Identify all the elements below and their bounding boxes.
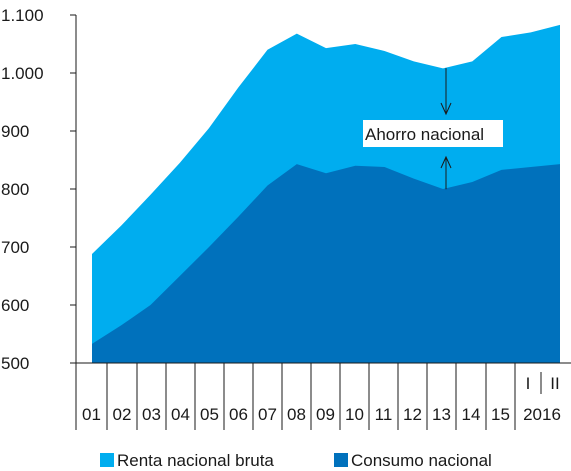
legend-swatch (100, 453, 114, 467)
x-tick-label: 12 (403, 405, 422, 424)
y-tick-label: 600 (1, 296, 29, 315)
annotation-arrowhead-down (440, 102, 452, 116)
x-tick-label: 11 (375, 405, 393, 424)
y-tick-label: 1.000 (1, 64, 44, 83)
y-tick-label: 900 (1, 122, 29, 141)
annotation-label: Ahorro nacional (365, 125, 484, 144)
x-tick-label: 03 (142, 405, 161, 424)
y-tick-label: 700 (1, 238, 29, 257)
legend: Renta nacional bruta Consumo nacional (100, 451, 492, 470)
legend-label: Renta nacional bruta (117, 451, 274, 470)
x-tick-label: 01 (82, 405, 101, 424)
x-tick-label-quarter: II (550, 374, 559, 393)
x-tick-label: 07 (258, 405, 277, 424)
area-series-2 (92, 164, 560, 363)
annotation-ahorro: Ahorro nacional (363, 68, 503, 190)
x-tick-label-year: 2016 (523, 405, 561, 424)
x-tick-label: 02 (113, 405, 132, 424)
x-tick-label: 10 (345, 405, 364, 424)
x-tick-label: 15 (491, 405, 510, 424)
x-tick-label: 09 (316, 405, 335, 424)
annotation-arrowhead-up (440, 155, 452, 169)
x-tick-label: 13 (432, 405, 451, 424)
y-tick-label: 500 (1, 354, 29, 373)
x-tick-label: 08 (287, 405, 306, 424)
x-tick-label: 06 (229, 405, 248, 424)
legend-label: Consumo nacional (351, 451, 492, 470)
y-tick-label: 1.100 (1, 6, 44, 25)
x-tick-label: 14 (462, 405, 481, 424)
legend-swatch (334, 453, 348, 467)
annotation-label-box (363, 120, 503, 147)
chart-axes: 500 600 700 800 900 1.000 1.100 01 02 03 04 05 06 07 0… (1, 6, 571, 430)
x-tick-label: 05 (200, 405, 219, 424)
x-tick-label: 04 (171, 405, 190, 424)
chart-areas (92, 24, 560, 364)
y-tick-label: 800 (1, 180, 29, 199)
x-tick-label-quarter: I (526, 374, 531, 393)
